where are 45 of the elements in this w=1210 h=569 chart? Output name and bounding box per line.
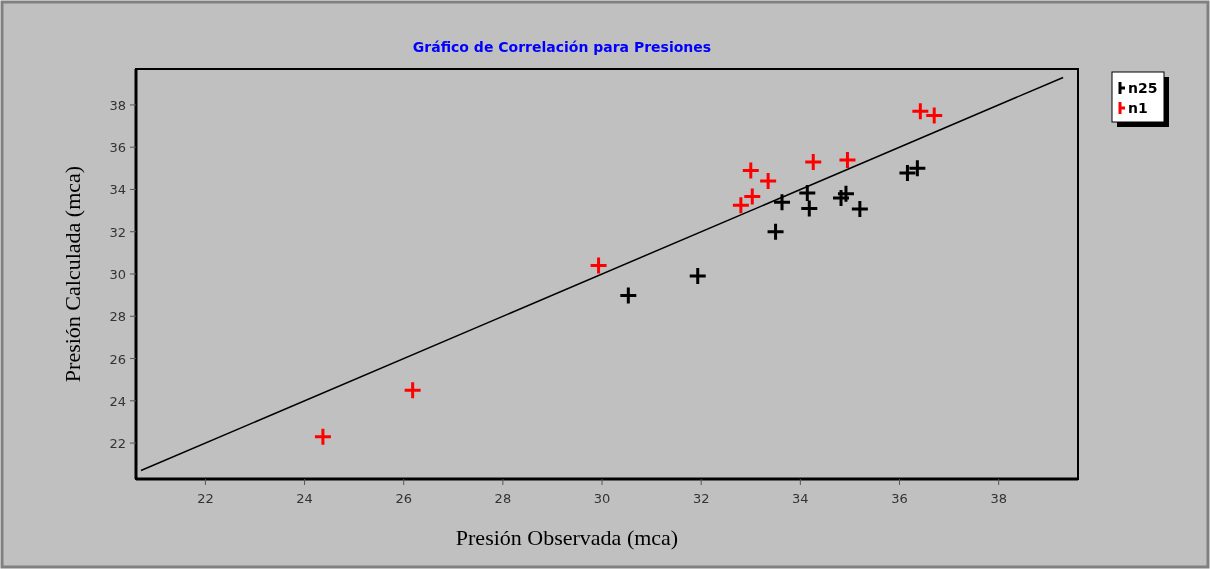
y-tick-label: 34: [109, 182, 126, 198]
point: [758, 171, 778, 191]
x-tick-label: 30: [593, 491, 611, 506]
point: [837, 150, 857, 170]
y-tick-label: 24: [109, 393, 126, 409]
x-tick-label: 38: [990, 491, 1007, 506]
x-tick-label: 34: [792, 491, 809, 506]
y-tick-label: 38: [109, 97, 126, 113]
legend-label: n25: [1128, 80, 1158, 96]
legend-label: n1: [1128, 100, 1148, 116]
y-tick-label: 28: [109, 309, 126, 325]
point: [742, 186, 762, 206]
point: [924, 105, 944, 125]
y-axis-title: Presión Calculada (mca): [60, 165, 85, 383]
y-tick-label: 30: [109, 267, 126, 282]
x-axis-title: Presión Observada (mca): [455, 525, 679, 550]
x-tick-label: 26: [395, 491, 412, 506]
point: [897, 163, 917, 183]
point: [836, 184, 856, 204]
point: [403, 380, 423, 400]
point: [589, 256, 609, 276]
point: [741, 160, 761, 180]
x-tick-label: 24: [296, 491, 313, 506]
x-tick-label: 32: [692, 491, 710, 506]
x-tick-label: 22: [197, 491, 214, 506]
point: [313, 427, 333, 447]
point: [772, 192, 792, 212]
point: [799, 198, 819, 218]
point: [618, 286, 638, 306]
y-tick-label: 36: [109, 140, 126, 156]
x-tick-label: 36: [891, 491, 908, 506]
point: [907, 158, 927, 178]
point: [831, 188, 851, 208]
point: [731, 195, 751, 215]
point: [850, 199, 870, 219]
y-tick-label: 22: [109, 436, 126, 452]
x-tick-label: 28: [494, 491, 512, 506]
y-tick-label: 26: [109, 351, 126, 367]
point: [797, 183, 817, 203]
point: [688, 266, 708, 286]
point: [803, 152, 823, 172]
point: [910, 101, 930, 121]
chart-title: Gráfico de Correlación para Presiones: [412, 39, 712, 55]
y-tick-label: 32: [109, 224, 126, 240]
point: [766, 222, 786, 242]
